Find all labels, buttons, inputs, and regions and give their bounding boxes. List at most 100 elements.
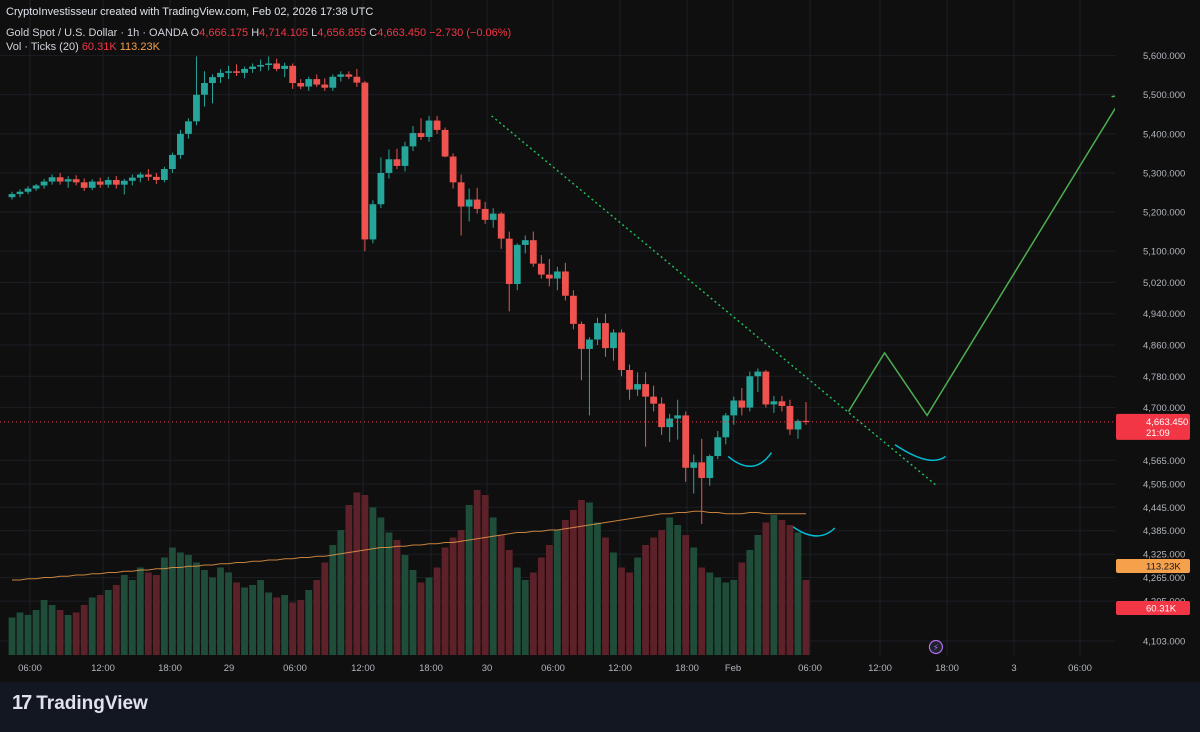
legend-main: Gold Spot / U.S. Dollar · 1h · OANDA O4,… — [6, 27, 511, 39]
candle-body — [233, 71, 240, 73]
volume-bar — [104, 590, 112, 655]
candle-body — [754, 371, 762, 377]
time-label: 12:00 — [351, 663, 375, 674]
time-label: 18:00 — [158, 663, 182, 674]
volume-bar — [361, 495, 369, 655]
candle-body — [16, 191, 24, 195]
price-label: 4,103.000 — [1143, 637, 1185, 648]
volume-bar — [786, 525, 794, 655]
volume-bar — [650, 537, 657, 655]
candle-body — [289, 65, 297, 84]
candle-body — [746, 376, 754, 408]
candle-body — [786, 406, 794, 430]
candle-body — [674, 415, 682, 419]
volume-bar — [561, 520, 569, 655]
volume-bar — [257, 580, 265, 655]
price-label: 4,860.000 — [1143, 341, 1185, 352]
candle-body — [465, 199, 473, 207]
legend-h-label: H — [251, 27, 260, 39]
candle-body — [545, 274, 553, 279]
candle-body — [433, 120, 441, 130]
candle-body — [217, 72, 224, 78]
volume-bar — [553, 530, 561, 655]
countdown-value: 21:09 — [1146, 428, 1170, 439]
volume-bar — [112, 585, 120, 655]
price-label: 5,100.000 — [1143, 247, 1185, 258]
volume-bar — [289, 602, 297, 655]
volume-bar — [313, 580, 321, 655]
candle-body — [273, 63, 281, 69]
volume-bar — [658, 530, 666, 655]
volume-bar — [586, 502, 593, 655]
candle-body — [634, 384, 641, 390]
candle-body — [377, 172, 385, 205]
candle-body — [209, 77, 216, 84]
volume-bar — [305, 590, 313, 655]
candle-body — [96, 181, 104, 185]
candle-body — [794, 420, 802, 430]
footer — [0, 682, 1200, 727]
price-label: 4,265.000 — [1143, 573, 1185, 584]
volume-bar — [505, 550, 513, 655]
volume-bar — [465, 505, 473, 655]
volume-bar — [273, 597, 281, 655]
candle-body — [369, 204, 377, 240]
candle-body — [561, 271, 569, 296]
volume-bar — [96, 595, 104, 655]
volume-bar — [160, 557, 168, 655]
candle-body — [425, 120, 433, 137]
volume-bar — [425, 577, 433, 655]
lightning-circle — [928, 639, 944, 655]
candle-body — [257, 65, 265, 67]
candle-body — [714, 437, 722, 457]
volume-bar — [297, 600, 305, 655]
volume-bar — [353, 492, 361, 655]
tradingview-logo[interactable]: 17 TradingView — [12, 692, 148, 715]
legend-vol-label[interactable]: Vol · Ticks (20) — [6, 41, 79, 53]
candle-body — [193, 94, 200, 122]
price-axis[interactable]: 5,600.000 5,500.000 5,400.000 5,300.000 5,20… — [1115, 0, 1200, 682]
candle-body — [80, 182, 88, 188]
legend-vol-ma: 113.23K — [119, 41, 160, 53]
tradingview-brand-name: TradingView — [36, 692, 148, 714]
time-label: 12:00 — [91, 663, 115, 674]
candle-body — [241, 68, 248, 73]
legend-volume: Vol · Ticks (20) 60.31K 113.23K — [6, 41, 160, 53]
volume-bar — [449, 537, 457, 655]
volume-bar — [209, 577, 216, 655]
candle-body — [473, 199, 481, 209]
candle-body — [144, 174, 152, 177]
drawings: ⚡ — [0, 93, 1125, 655]
time-axis[interactable]: 06:00 12:00 18:00 29 06:00 12:00 18:00 30 06:00 1… — [0, 656, 1115, 682]
volume-bar — [233, 582, 240, 655]
candle-body — [529, 240, 537, 264]
candle-body — [417, 133, 425, 137]
volume-bar — [674, 525, 682, 655]
volume-bar — [754, 535, 762, 655]
legend-o-label: O — [190, 27, 200, 39]
volume-bar — [136, 567, 144, 655]
legend-symbol[interactable]: Gold Spot / U.S. Dollar · 1h · OANDA — [6, 27, 188, 39]
volume-bar — [393, 540, 401, 655]
legend-vol-value: 60.31K — [81, 41, 117, 53]
vol-tag — [1116, 601, 1190, 615]
candle-body — [762, 371, 770, 405]
candle-body — [626, 370, 633, 390]
candle-body — [169, 154, 176, 170]
candle-body — [658, 403, 666, 428]
volume-bar — [16, 612, 24, 655]
candle-body — [650, 396, 657, 404]
candle-body — [513, 244, 521, 284]
volume-bar — [778, 520, 786, 655]
lightning-icon: ⚡ — [928, 639, 944, 655]
right-shoulder-curve — [894, 444, 946, 462]
time-label: 12:00 — [868, 663, 892, 674]
price-label: 5,020.000 — [1143, 278, 1185, 289]
candle-body — [24, 188, 32, 192]
candle-body — [441, 129, 449, 157]
volume-bar — [177, 552, 184, 655]
price-label: 4,385.000 — [1143, 526, 1185, 537]
legend-change: −2.730 (−0.06%) — [429, 27, 512, 39]
